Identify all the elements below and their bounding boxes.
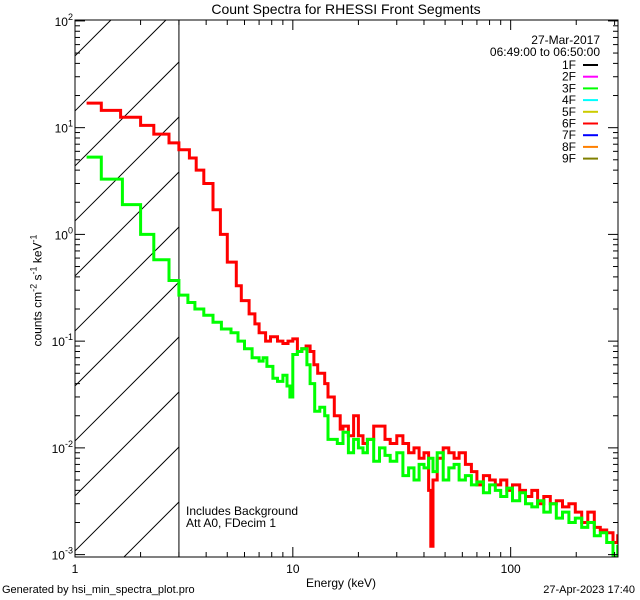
legend-label-5F: 5F	[562, 105, 576, 119]
hatch-line	[74, 19, 167, 112]
footer-timestamp: 27-Apr-2023 17:40	[543, 584, 635, 596]
hatched-region	[74, 19, 180, 558]
y-axis-label: counts cm-2 s-1 keV-1	[28, 191, 45, 391]
footer-generated-by: Generated by hsi_min_spectra_plot.pro	[2, 584, 195, 596]
annotation-attenuator: Att A0, FDecim 1	[186, 516, 277, 530]
y-tick-label: 10-1	[52, 332, 73, 349]
chart-title: Count Spectra for RHESSI Front Segments	[211, 1, 481, 17]
hatch-line	[74, 171, 180, 277]
legend-label-7F: 7F	[562, 128, 576, 142]
x-axis-label: Energy (keV)	[306, 576, 377, 590]
y-tick-label: 10-3	[52, 546, 73, 563]
hatch-line	[74, 391, 180, 497]
hatch-line	[74, 19, 112, 57]
legend-label-9F: 9F	[562, 152, 576, 166]
y-label-part: s	[30, 274, 45, 284]
y-tick-label: 10-2	[52, 439, 73, 456]
legend-label-4F: 4F	[562, 93, 576, 107]
y-tick-label: 101	[55, 119, 73, 136]
series-3F-line	[86, 155, 618, 557]
series-6F-line	[86, 101, 618, 548]
legend-label-1F: 1F	[562, 58, 576, 72]
hatch-line	[74, 446, 180, 552]
observation-date: 27-Mar-2017	[531, 33, 600, 47]
legend-label-3F: 3F	[562, 81, 576, 95]
y-label-part: counts cm	[30, 291, 45, 347]
x-tick-label: 10	[286, 562, 300, 576]
hatch-line	[74, 61, 180, 167]
hatch-line	[74, 226, 180, 332]
hatch-line	[123, 501, 180, 558]
y-tick-label: 100	[55, 225, 73, 242]
hatch-line	[74, 336, 180, 442]
y-tick-label: 102	[55, 12, 73, 29]
y-label-exp: -1	[28, 266, 39, 275]
legend-label-2F: 2F	[562, 70, 576, 84]
y-label-part: keV	[30, 242, 45, 267]
x-tick-label: 100	[501, 562, 521, 576]
legend-label-8F: 8F	[562, 140, 576, 154]
annotation-background: Includes Background	[186, 504, 299, 518]
plot-frame	[74, 19, 619, 558]
y-label-exp: -2	[28, 283, 39, 292]
x-tick-label: 1	[72, 562, 79, 576]
hatch-line	[74, 281, 180, 387]
time-range: 06:49:00 to 06:50:00	[489, 45, 600, 59]
y-label-exp: -1	[28, 234, 39, 243]
legend-label-6F: 6F	[562, 117, 576, 131]
